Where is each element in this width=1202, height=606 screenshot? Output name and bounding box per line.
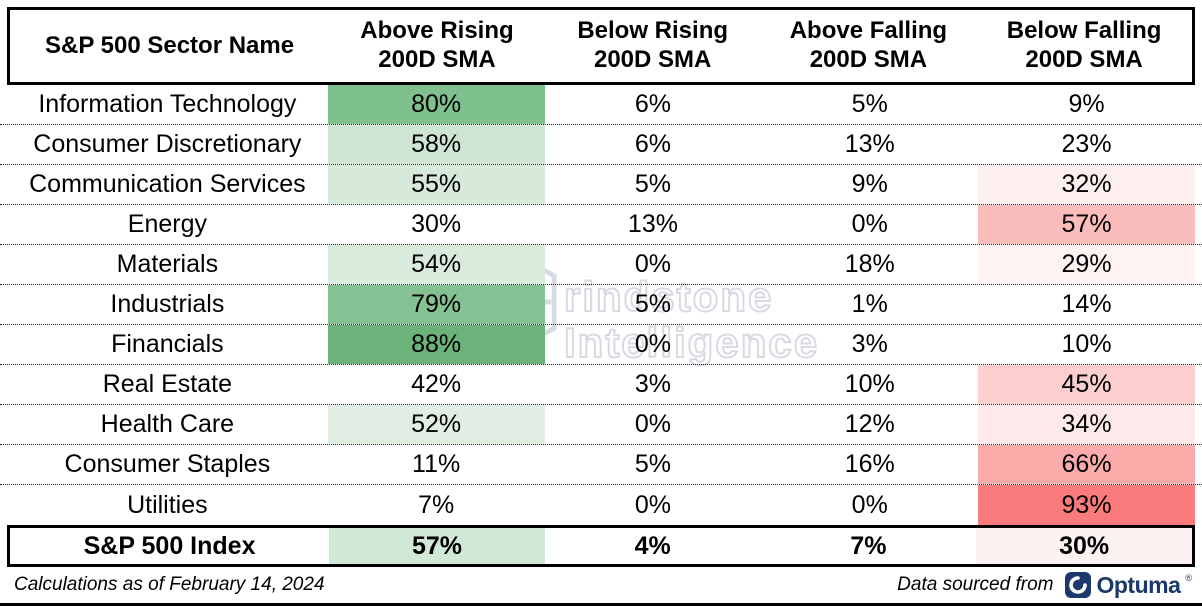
value-cell: 42% [411,370,462,398]
sector-name: Industrials [110,290,225,318]
table-row: Consumer Staples 11% 5% 16% 66% [0,445,1202,485]
watermark-line-1: rindstone [563,273,774,321]
value-cell: 10% [1061,330,1112,358]
value-cell: 34% [978,405,1195,444]
value-cell: 0% [634,410,672,438]
header-below-rising: Below Rising 200D SMA [577,17,729,73]
sector-name: Communication Services [29,170,306,198]
sector-name: Information Technology [38,90,297,118]
value-cell: 0% [634,490,672,519]
grindstone-watermark: rindstone Intelligence [478,252,820,367]
optuma-logo-text: Optuma [1096,571,1181,598]
sector-name: Utilities [127,490,208,519]
footer: Calculations as of February 14, 2024 Dat… [0,567,1202,603]
value-cell: 55% [327,165,545,204]
value-cell: 7% [850,531,887,560]
value-cell: 0% [634,250,672,278]
value-cell: 3% [634,370,672,398]
value-cell: 52% [327,405,545,444]
table-row: Information Technology 80% 6% 5% 9% [0,85,1202,125]
value-cell: 66% [978,445,1195,484]
index-row-box: S&P 500 Index 57% 4% 7% 30% [7,525,1195,567]
optuma-registered-mark: ® [1185,573,1192,583]
table-row: Industrials 79% 5% 1% 14% [0,285,1202,325]
value-cell: 5% [634,290,672,318]
value-cell: 9% [851,170,888,198]
value-cell: 30% [976,528,1192,564]
table-row: Energy 30% 13% 0% 57% [0,205,1202,245]
value-cell: 5% [851,90,888,118]
sector-name: Financials [111,330,224,358]
value-cell: 7% [418,490,455,519]
value-cell: 79% [327,285,545,324]
value-cell: 13% [844,130,895,158]
sector-name: Real Estate [102,370,232,398]
value-cell: 0% [851,490,888,519]
table-header: S&P 500 Sector Name Above Rising 200D SM… [7,7,1195,85]
footer-right-note: Data sourced from [897,574,1054,595]
value-cell: 58% [327,125,545,164]
table-row: Consumer Discretionary 58% 6% 13% 23% [0,125,1202,165]
sector-name: Consumer Discretionary [33,130,302,158]
value-cell: 10% [844,370,895,398]
footer-right: Data sourced from Optuma ® [897,572,1192,599]
value-cell: 1% [851,290,888,318]
header-below-falling: Below Falling 200D SMA [1006,17,1162,73]
footer-left-note: Calculations as of February 14, 2024 [14,574,325,595]
table-row: Communication Services 55% 5% 9% 32% [0,165,1202,205]
header-sector-name: S&P 500 Sector Name [45,31,295,59]
value-cell: 6% [634,130,672,158]
table-row: Utilities 7% 0% 0% 93% [0,485,1202,525]
header-above-falling: Above Falling 200D SMA [789,17,948,73]
header-above-rising: Above Rising 200D SMA [360,17,514,73]
value-cell: 32% [978,165,1195,204]
value-cell: 45% [978,365,1195,404]
optuma-logo: Optuma ® [1065,572,1192,599]
index-sector-name: S&P 500 Index [83,531,256,560]
value-cell: 23% [1061,130,1112,158]
table-row: Health Care 52% 0% 12% 34% [0,405,1202,445]
value-cell: 0% [634,330,672,358]
value-cell: 18% [844,250,895,278]
value-cell: 54% [327,245,545,284]
value-cell: 11% [412,450,461,478]
value-cell: 14% [1061,290,1112,318]
sector-name: Consumer Staples [64,450,271,478]
value-cell: 4% [634,531,671,560]
value-cell: 29% [978,245,1195,284]
index-row: S&P 500 Index 57% 4% 7% 30% [10,528,1192,564]
value-cell: 57% [978,205,1195,244]
table-body: Information Technology 80% 6% 5% 9% Cons… [0,85,1202,525]
table: S&P 500 Sector Name Above Rising 200D SM… [0,7,1202,567]
value-cell: 30% [411,210,462,238]
value-cell: 5% [634,450,672,478]
table-row: Real Estate 42% 3% 10% 45% [0,365,1202,405]
value-cell: 6% [634,90,672,118]
value-cell: 16% [844,450,895,478]
sector-name: Health Care [100,410,235,438]
value-cell: 5% [634,170,672,198]
value-cell: 80% [327,85,545,124]
optuma-swoosh-icon [1065,572,1092,598]
watermark-line-2: Intelligence [563,319,820,367]
value-cell: 3% [851,330,888,358]
value-cell: 12% [844,410,895,438]
table-row: Financials 88% 0% 3% 10% [0,325,1202,365]
value-cell: 0% [851,210,888,238]
watermark-text: rindstone Intelligence [563,273,820,367]
value-cell: 88% [327,325,545,364]
sector-name: Energy [127,210,207,238]
value-cell: 9% [1068,90,1105,118]
value-cell: 13% [627,210,678,238]
value-cell: 93% [978,485,1195,525]
sector-name: Materials [116,250,219,278]
table-row: Materials 54% 0% 18% 29% [0,245,1202,285]
value-cell: 57% [329,528,545,564]
